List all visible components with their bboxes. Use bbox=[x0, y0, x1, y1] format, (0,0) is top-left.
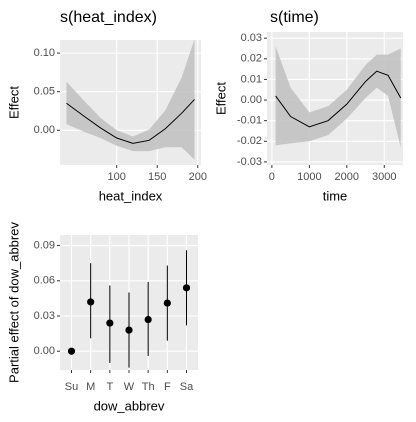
point bbox=[125, 326, 133, 334]
x-tick-label: W bbox=[124, 381, 135, 393]
smooth-line bbox=[275, 70, 402, 128]
x-axis-label: dow_abbrev bbox=[94, 398, 165, 413]
y-axis-label: Effect bbox=[213, 82, 228, 115]
point bbox=[163, 299, 171, 307]
y-tick-label: 0.00 bbox=[241, 94, 262, 106]
point bbox=[87, 298, 95, 306]
confidence-band bbox=[66, 39, 195, 160]
x-tick-label: 200 bbox=[189, 171, 207, 183]
y-tick-label: -0.01 bbox=[237, 115, 262, 127]
confidence-band bbox=[275, 46, 401, 148]
x-axis-label: heat_index bbox=[99, 188, 163, 203]
point bbox=[182, 284, 191, 292]
smooth-line bbox=[66, 99, 195, 144]
y-tick-label: -0.03 bbox=[237, 156, 262, 168]
point bbox=[144, 315, 152, 324]
y-tick-label: 0.06 bbox=[34, 275, 55, 287]
x-tick-label: Su bbox=[65, 381, 78, 393]
x-tick-label: 1000 bbox=[297, 171, 321, 183]
x-axis-label: time bbox=[323, 188, 348, 203]
y-tick-label: 0.00 bbox=[34, 124, 55, 136]
chart-title: s(time) bbox=[270, 9, 319, 26]
point bbox=[67, 347, 76, 355]
x-tick-label: T bbox=[106, 381, 113, 393]
x-tick-label: 2000 bbox=[335, 171, 359, 183]
x-tick-label: M bbox=[86, 381, 95, 393]
x-tick-label: Sa bbox=[180, 381, 194, 393]
y-axis-label: Partial effect of dow_abbrev bbox=[6, 222, 21, 383]
x-tick-label: 3000 bbox=[372, 171, 396, 183]
x-tick-label: 0 bbox=[269, 171, 275, 183]
x-tick-label: 100 bbox=[108, 171, 126, 183]
y-tick-label: 0.03 bbox=[241, 32, 262, 44]
chart-title: s(heat_index) bbox=[60, 9, 157, 26]
y-axis-label: Effect bbox=[6, 86, 21, 119]
y-tick-label: 0.09 bbox=[34, 239, 55, 251]
x-tick-label: 150 bbox=[148, 171, 166, 183]
y-tick-label: 0.00 bbox=[34, 345, 55, 357]
y-tick-label: -0.02 bbox=[237, 135, 262, 147]
y-tick-label: 0.02 bbox=[241, 53, 262, 65]
y-tick-label: 0.10 bbox=[34, 47, 55, 59]
x-tick-label: F bbox=[164, 381, 171, 393]
y-tick-label: 0.03 bbox=[34, 310, 55, 322]
y-tick-label: 0.01 bbox=[241, 73, 262, 85]
y-tick-label: 0.05 bbox=[34, 86, 55, 98]
point bbox=[106, 319, 114, 327]
x-tick-label: Th bbox=[142, 381, 155, 393]
